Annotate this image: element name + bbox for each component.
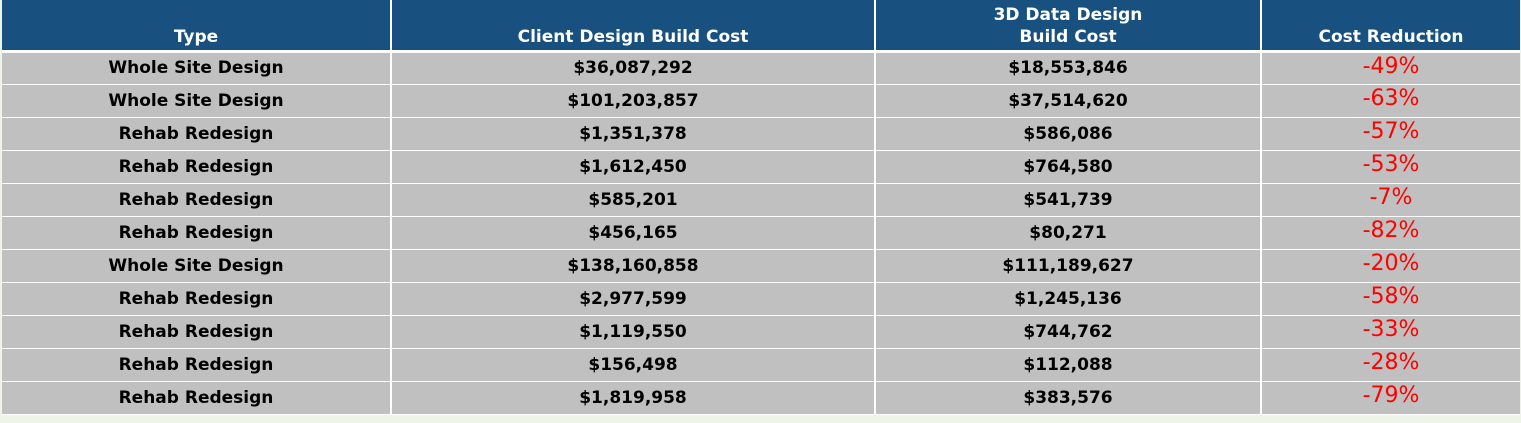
cell-type: Rehab Redesign (2, 282, 392, 316)
cell-type: Whole Site Design (2, 84, 392, 118)
header-cost-reduction: Cost Reduction (1261, 0, 1520, 53)
cell-cost-reduction: -28% (1261, 348, 1520, 382)
cell-type: Rehab Redesign (2, 117, 392, 151)
cell-type: Rehab Redesign (2, 216, 392, 250)
cell-3d-data-cost: $18,553,846 (875, 51, 1262, 85)
cell-3d-data-cost: $37,514,620 (875, 84, 1262, 118)
cell-cost-reduction: -63% (1261, 84, 1520, 118)
cell-cost-reduction: -57% (1261, 117, 1520, 151)
cell-client-cost: $1,819,958 (391, 381, 876, 415)
cell-type: Rehab Redesign (2, 348, 392, 382)
cell-cost-reduction: -82% (1261, 216, 1520, 250)
cell-3d-data-cost: $541,739 (875, 183, 1262, 217)
cell-type: Whole Site Design (2, 51, 392, 85)
table-row: Rehab Redesign $585,201 $541,739 -7% (2, 183, 1520, 217)
cell-type: Whole Site Design (2, 249, 392, 283)
cell-3d-data-cost: $744,762 (875, 315, 1262, 349)
cell-type: Rehab Redesign (2, 315, 392, 349)
cell-client-cost: $1,612,450 (391, 150, 876, 184)
cell-3d-data-cost: $1,245,136 (875, 282, 1262, 316)
cell-3d-data-cost: $111,189,627 (875, 249, 1262, 283)
cell-client-cost: $1,119,550 (391, 315, 876, 349)
cell-cost-reduction: -7% (1261, 183, 1520, 217)
table-row: Rehab Redesign $1,819,958 $383,576 -79% (2, 381, 1520, 415)
header-3d-data-cost-line2: Build Cost (1019, 26, 1117, 47)
cell-client-cost: $1,351,378 (391, 117, 876, 151)
cell-client-cost: $36,087,292 (391, 51, 876, 85)
table-header: Type Client Design Build Cost 3D Data De… (2, 0, 1520, 53)
cell-client-cost: $138,160,858 (391, 249, 876, 283)
table-row: Rehab Redesign $2,977,599 $1,245,136 -58% (2, 282, 1520, 316)
table-row: Rehab Redesign $1,612,450 $764,580 -53% (2, 150, 1520, 184)
cell-cost-reduction: -58% (1261, 282, 1520, 316)
table-row: Whole Site Design $101,203,857 $37,514,620… (2, 84, 1520, 118)
cell-type: Rehab Redesign (2, 150, 392, 184)
cell-client-cost: $156,498 (391, 348, 876, 382)
cost-comparison-table: Type Client Design Build Cost 3D Data De… (2, 0, 1520, 415)
cell-type: Rehab Redesign (2, 183, 392, 217)
table-row: Rehab Redesign $156,498 $112,088 -28% (2, 348, 1520, 382)
table-row: Rehab Redesign $1,119,550 $744,762 -33% (2, 315, 1520, 349)
cell-client-cost: $585,201 (391, 183, 876, 217)
cell-3d-data-cost: $586,086 (875, 117, 1262, 151)
cell-cost-reduction: -20% (1261, 249, 1520, 283)
cell-client-cost: $2,977,599 (391, 282, 876, 316)
cell-cost-reduction: -49% (1261, 51, 1520, 85)
table-row: Rehab Redesign $456,165 $80,271 -82% (2, 216, 1520, 250)
cell-cost-reduction: -79% (1261, 381, 1520, 415)
cell-type: Rehab Redesign (2, 381, 392, 415)
cell-3d-data-cost: $383,576 (875, 381, 1262, 415)
cell-client-cost: $101,203,857 (391, 84, 876, 118)
header-3d-data-cost: 3D Data Design Build Cost (875, 0, 1262, 53)
header-3d-data-cost-line1: 3D Data Design (993, 4, 1143, 25)
table-body: Whole Site Design $36,087,292 $18,553,846-… (2, 51, 1520, 415)
header-type: Type (2, 0, 392, 53)
cell-client-cost: $456,165 (391, 216, 876, 250)
table-row: Rehab Redesign $1,351,378 $586,086 -57% (2, 117, 1520, 151)
header-client-cost: Client Design Build Cost (391, 0, 876, 53)
cell-cost-reduction: -53% (1261, 150, 1520, 184)
cell-3d-data-cost: $80,271 (875, 216, 1262, 250)
cell-3d-data-cost: $764,580 (875, 150, 1262, 184)
table-row: Whole Site Design $138,160,858 $111,189,62… (2, 249, 1520, 283)
cell-cost-reduction: -33% (1261, 315, 1520, 349)
header-row: Type Client Design Build Cost 3D Data De… (2, 0, 1520, 53)
table-row: Whole Site Design $36,087,292 $18,553,846-… (2, 51, 1520, 85)
cell-3d-data-cost: $112,088 (875, 348, 1262, 382)
